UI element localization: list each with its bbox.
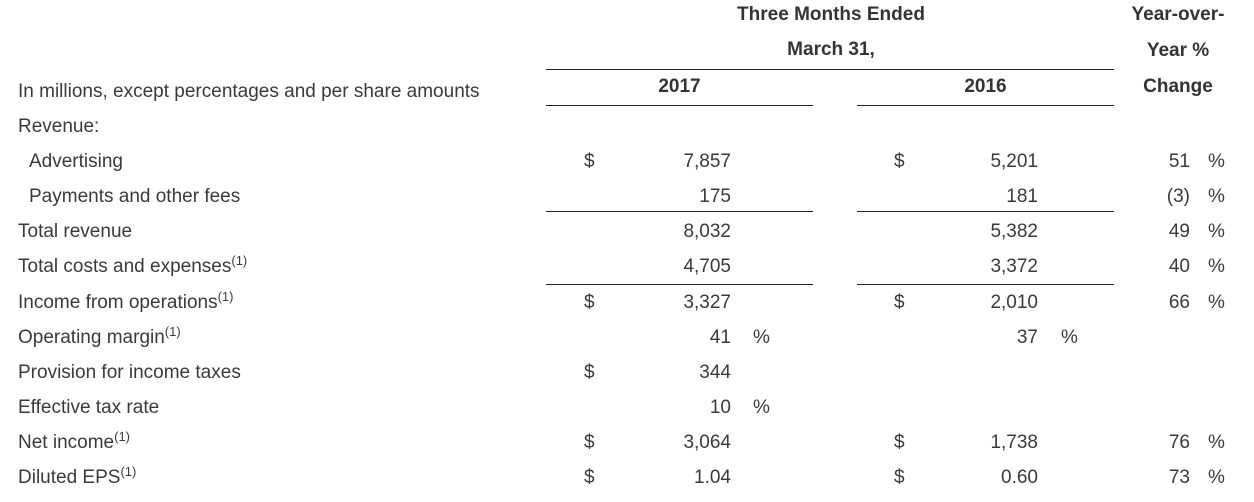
rule	[546, 211, 813, 212]
row-label: Operating margin(1)	[18, 325, 181, 351]
year-header: 2017	[658, 76, 701, 97]
footnote-ref: (1)	[114, 428, 130, 444]
rule	[857, 284, 1114, 285]
period-header: Three Months Ended	[737, 4, 925, 25]
rule	[546, 69, 1114, 70]
row-label-text: Effective tax rate	[18, 396, 160, 418]
cell-value: 66	[1168, 291, 1190, 313]
cell-value: 2,010	[990, 291, 1038, 313]
rule	[546, 105, 813, 106]
row-label-text: Income from operations	[18, 291, 218, 313]
row-label: Effective tax rate	[18, 395, 159, 421]
row-label: Advertising	[29, 149, 123, 175]
cell-value: 1,738	[990, 431, 1038, 453]
unit: %	[753, 326, 770, 348]
cell-value: 3,327	[683, 291, 731, 313]
row-label-text: Total costs and expenses	[18, 256, 232, 278]
cell-value: 76	[1168, 431, 1190, 453]
row-label-text: Advertising	[29, 151, 123, 173]
rule	[546, 284, 813, 285]
row-label: Payments and other fees	[29, 184, 240, 210]
row-label-text: Net income	[18, 431, 115, 453]
row-label: Net income(1)	[18, 430, 130, 456]
unit: %	[1208, 186, 1225, 208]
cell-value: 344	[699, 361, 731, 383]
row-label-text: Revenue:	[18, 116, 100, 137]
cell-value: 51	[1168, 151, 1190, 173]
rule	[857, 105, 1114, 106]
cell-value: 10	[709, 396, 731, 418]
cell-value: 8,032	[683, 221, 731, 243]
cell-value: 175	[699, 186, 731, 208]
cell-value: 41	[709, 326, 731, 348]
cell-value: 40	[1168, 256, 1190, 278]
cell-value: 5,201	[990, 151, 1038, 173]
currency: $	[894, 151, 905, 173]
period-header: March 31,	[787, 39, 875, 60]
row-label-text: Operating margin	[18, 326, 165, 348]
unit: %	[1208, 151, 1225, 173]
footnote-ref: (1)	[217, 288, 234, 304]
currency: $	[584, 361, 595, 383]
cell-value: 49	[1168, 221, 1190, 243]
row-label-text: Total revenue	[18, 221, 133, 243]
row-label: Income from operations(1)	[18, 290, 233, 316]
unit: %	[1208, 291, 1225, 313]
row-label-text: Provision for income taxes	[18, 361, 241, 383]
currency: $	[584, 151, 595, 173]
currency: $	[584, 467, 595, 488]
change-header: Change	[1143, 76, 1213, 97]
unit: %	[1208, 221, 1225, 243]
cell-value: 7,857	[683, 151, 731, 173]
currency: $	[894, 467, 905, 488]
currency: $	[584, 291, 595, 313]
unit: %	[1061, 326, 1078, 348]
row-label: Total costs and expenses(1)	[18, 254, 247, 280]
currency: $	[894, 431, 905, 453]
row-label: Provision for income taxes	[18, 360, 241, 386]
change-header: Year-over-	[1131, 4, 1225, 25]
cell-value: 3,372	[990, 256, 1038, 278]
row-label: Total revenue	[18, 219, 132, 245]
unit: %	[1208, 467, 1225, 488]
unit: %	[1208, 256, 1225, 278]
cell-value: 37	[1016, 326, 1038, 348]
row-label-text: Payments and other fees	[29, 186, 241, 208]
footnote-ref: (1)	[164, 323, 181, 339]
change-header: Year %	[1146, 40, 1210, 61]
cell-value: 5,382	[990, 221, 1038, 243]
currency: $	[584, 431, 595, 453]
cell-value: 3,064	[683, 431, 731, 453]
unit: %	[1208, 431, 1225, 453]
row-label: Revenue:	[18, 114, 99, 140]
footnote-ref: (1)	[231, 253, 248, 269]
cell-value: 1.04	[694, 467, 731, 488]
cell-value: 181	[1006, 186, 1038, 208]
cell-value: 0.60	[1001, 467, 1038, 488]
currency: $	[894, 291, 905, 313]
cell-value: (3)	[1166, 186, 1190, 208]
year-header: 2016	[964, 76, 1007, 97]
footnote-ref: (1)	[120, 464, 137, 479]
cell-value: 73	[1168, 467, 1190, 488]
row-label: Diluted EPS(1)	[18, 465, 136, 491]
rule	[857, 211, 1114, 212]
units-note: In millions, except percentages and per …	[18, 81, 480, 102]
unit: %	[753, 396, 770, 418]
cell-value: 4,705	[683, 256, 731, 278]
row-label-text: Diluted EPS	[18, 467, 121, 488]
